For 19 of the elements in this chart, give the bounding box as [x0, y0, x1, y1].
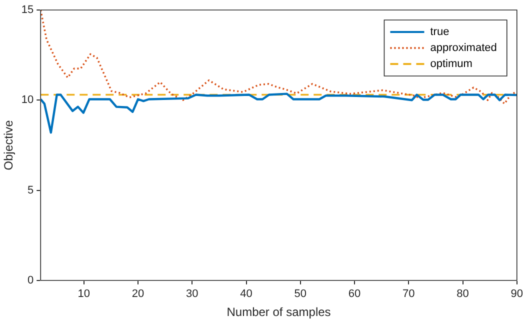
- x-tick-label: 70: [402, 288, 415, 300]
- x-tick-label: 80: [456, 288, 469, 300]
- line-series: [40, 10, 517, 105]
- x-tick-label: 50: [294, 288, 307, 300]
- x-tick-label: 30: [186, 288, 198, 300]
- x-tick-label: 40: [240, 288, 252, 300]
- legend-label: optimum: [430, 58, 472, 70]
- x-tick-label: 20: [132, 288, 144, 300]
- y-axis-title: Objective: [2, 120, 16, 170]
- y-tick-label: 15: [21, 4, 34, 16]
- legend-label: true: [430, 26, 450, 38]
- x-tick-label: 60: [348, 288, 361, 300]
- x-tick-label: 90: [510, 288, 524, 300]
- y-tick-label: 0: [28, 274, 34, 286]
- x-tick-label: 10: [78, 288, 90, 300]
- y-tick-label: 5: [28, 184, 34, 196]
- legend-label: approximated: [430, 42, 497, 54]
- y-tick-label: 10: [21, 94, 34, 106]
- x-axis-title: Number of samples: [226, 305, 331, 320]
